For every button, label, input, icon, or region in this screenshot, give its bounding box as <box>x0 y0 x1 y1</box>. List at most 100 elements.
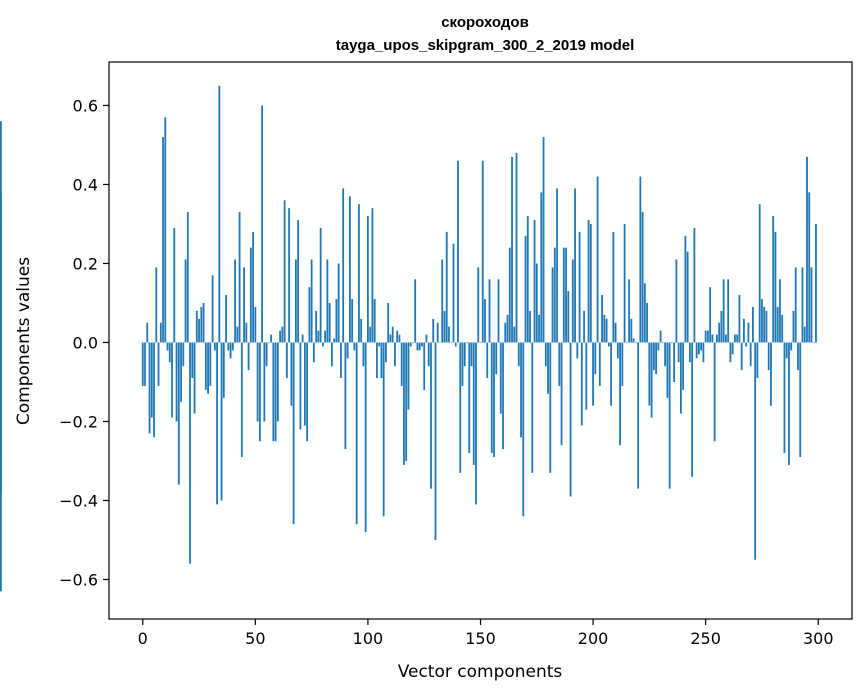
bar <box>186 212 189 343</box>
bar <box>380 342 383 379</box>
bar <box>634 342 637 344</box>
bar <box>488 279 491 343</box>
bar <box>601 295 603 343</box>
bar <box>484 299 486 343</box>
bar <box>441 259 444 343</box>
bar <box>382 342 385 517</box>
bar <box>452 243 455 343</box>
bar <box>457 160 459 343</box>
bar <box>294 259 297 343</box>
bar <box>594 342 597 375</box>
bar <box>202 302 205 343</box>
bar <box>783 342 786 454</box>
bar <box>630 318 633 343</box>
bar <box>785 342 788 359</box>
bar <box>707 330 709 343</box>
bar <box>673 342 676 382</box>
bar <box>144 342 146 386</box>
bar <box>335 299 338 343</box>
bar <box>569 342 572 497</box>
bar <box>639 176 642 343</box>
bar <box>695 342 698 359</box>
bar <box>155 267 158 343</box>
bar <box>468 342 471 454</box>
y-tick-label: 0.6 <box>73 96 98 115</box>
bar <box>247 342 250 371</box>
bar <box>517 342 520 367</box>
bar <box>763 306 766 343</box>
bar <box>231 342 234 351</box>
bar <box>398 334 401 343</box>
bar <box>479 342 482 344</box>
bar <box>788 342 790 465</box>
bar <box>475 342 477 505</box>
bar <box>430 342 432 489</box>
bar <box>243 267 245 343</box>
bar <box>578 231 581 343</box>
bar <box>0 342 2 430</box>
bar <box>459 342 462 473</box>
bar <box>234 259 236 343</box>
bar <box>806 156 808 343</box>
bar <box>533 220 536 343</box>
bar <box>303 342 306 426</box>
bar <box>290 342 293 406</box>
bar <box>619 342 621 446</box>
bar <box>754 342 757 560</box>
bar <box>583 310 585 343</box>
bar <box>585 342 588 410</box>
bar <box>758 204 761 343</box>
bar <box>162 137 164 343</box>
bar <box>261 105 263 343</box>
x-tick-label: 250 <box>690 629 721 648</box>
bar <box>360 318 363 343</box>
bar <box>562 247 565 343</box>
bar <box>628 279 630 343</box>
bar <box>747 322 750 343</box>
bar <box>580 342 583 426</box>
bar <box>565 247 567 343</box>
plot-area-frame <box>108 61 853 620</box>
bar <box>414 279 417 343</box>
bar <box>574 188 576 343</box>
bar <box>713 342 716 442</box>
bar <box>752 306 754 343</box>
bar <box>547 342 549 394</box>
bar <box>288 208 291 343</box>
bar <box>542 137 545 343</box>
bar <box>220 342 223 501</box>
bar <box>734 334 736 343</box>
bar <box>749 342 752 367</box>
bar <box>373 299 376 343</box>
bar <box>700 342 703 351</box>
bar <box>400 342 403 386</box>
bar <box>299 342 302 430</box>
bar <box>319 227 322 343</box>
bar <box>367 216 369 343</box>
bar <box>725 334 727 343</box>
bar <box>265 342 268 367</box>
bar <box>716 334 718 343</box>
bar <box>310 259 313 343</box>
bar <box>612 231 615 343</box>
bar <box>497 279 500 343</box>
bar <box>731 342 734 355</box>
bar <box>297 220 300 343</box>
bar <box>355 342 358 525</box>
bar <box>292 342 295 525</box>
bar <box>736 334 739 343</box>
bar <box>556 188 558 343</box>
bar <box>607 342 610 347</box>
bar <box>650 342 653 418</box>
bar <box>333 338 336 343</box>
bar <box>722 279 725 343</box>
bar <box>272 342 275 442</box>
y-axis-ticks: −0.6 −0.4 −0.2 0.0 0.2 0.4 0.6 <box>59 96 109 589</box>
bar <box>702 342 705 363</box>
bar <box>349 196 351 343</box>
bar <box>141 342 144 386</box>
bar <box>513 326 516 343</box>
bar <box>610 342 612 406</box>
bar <box>306 342 309 442</box>
